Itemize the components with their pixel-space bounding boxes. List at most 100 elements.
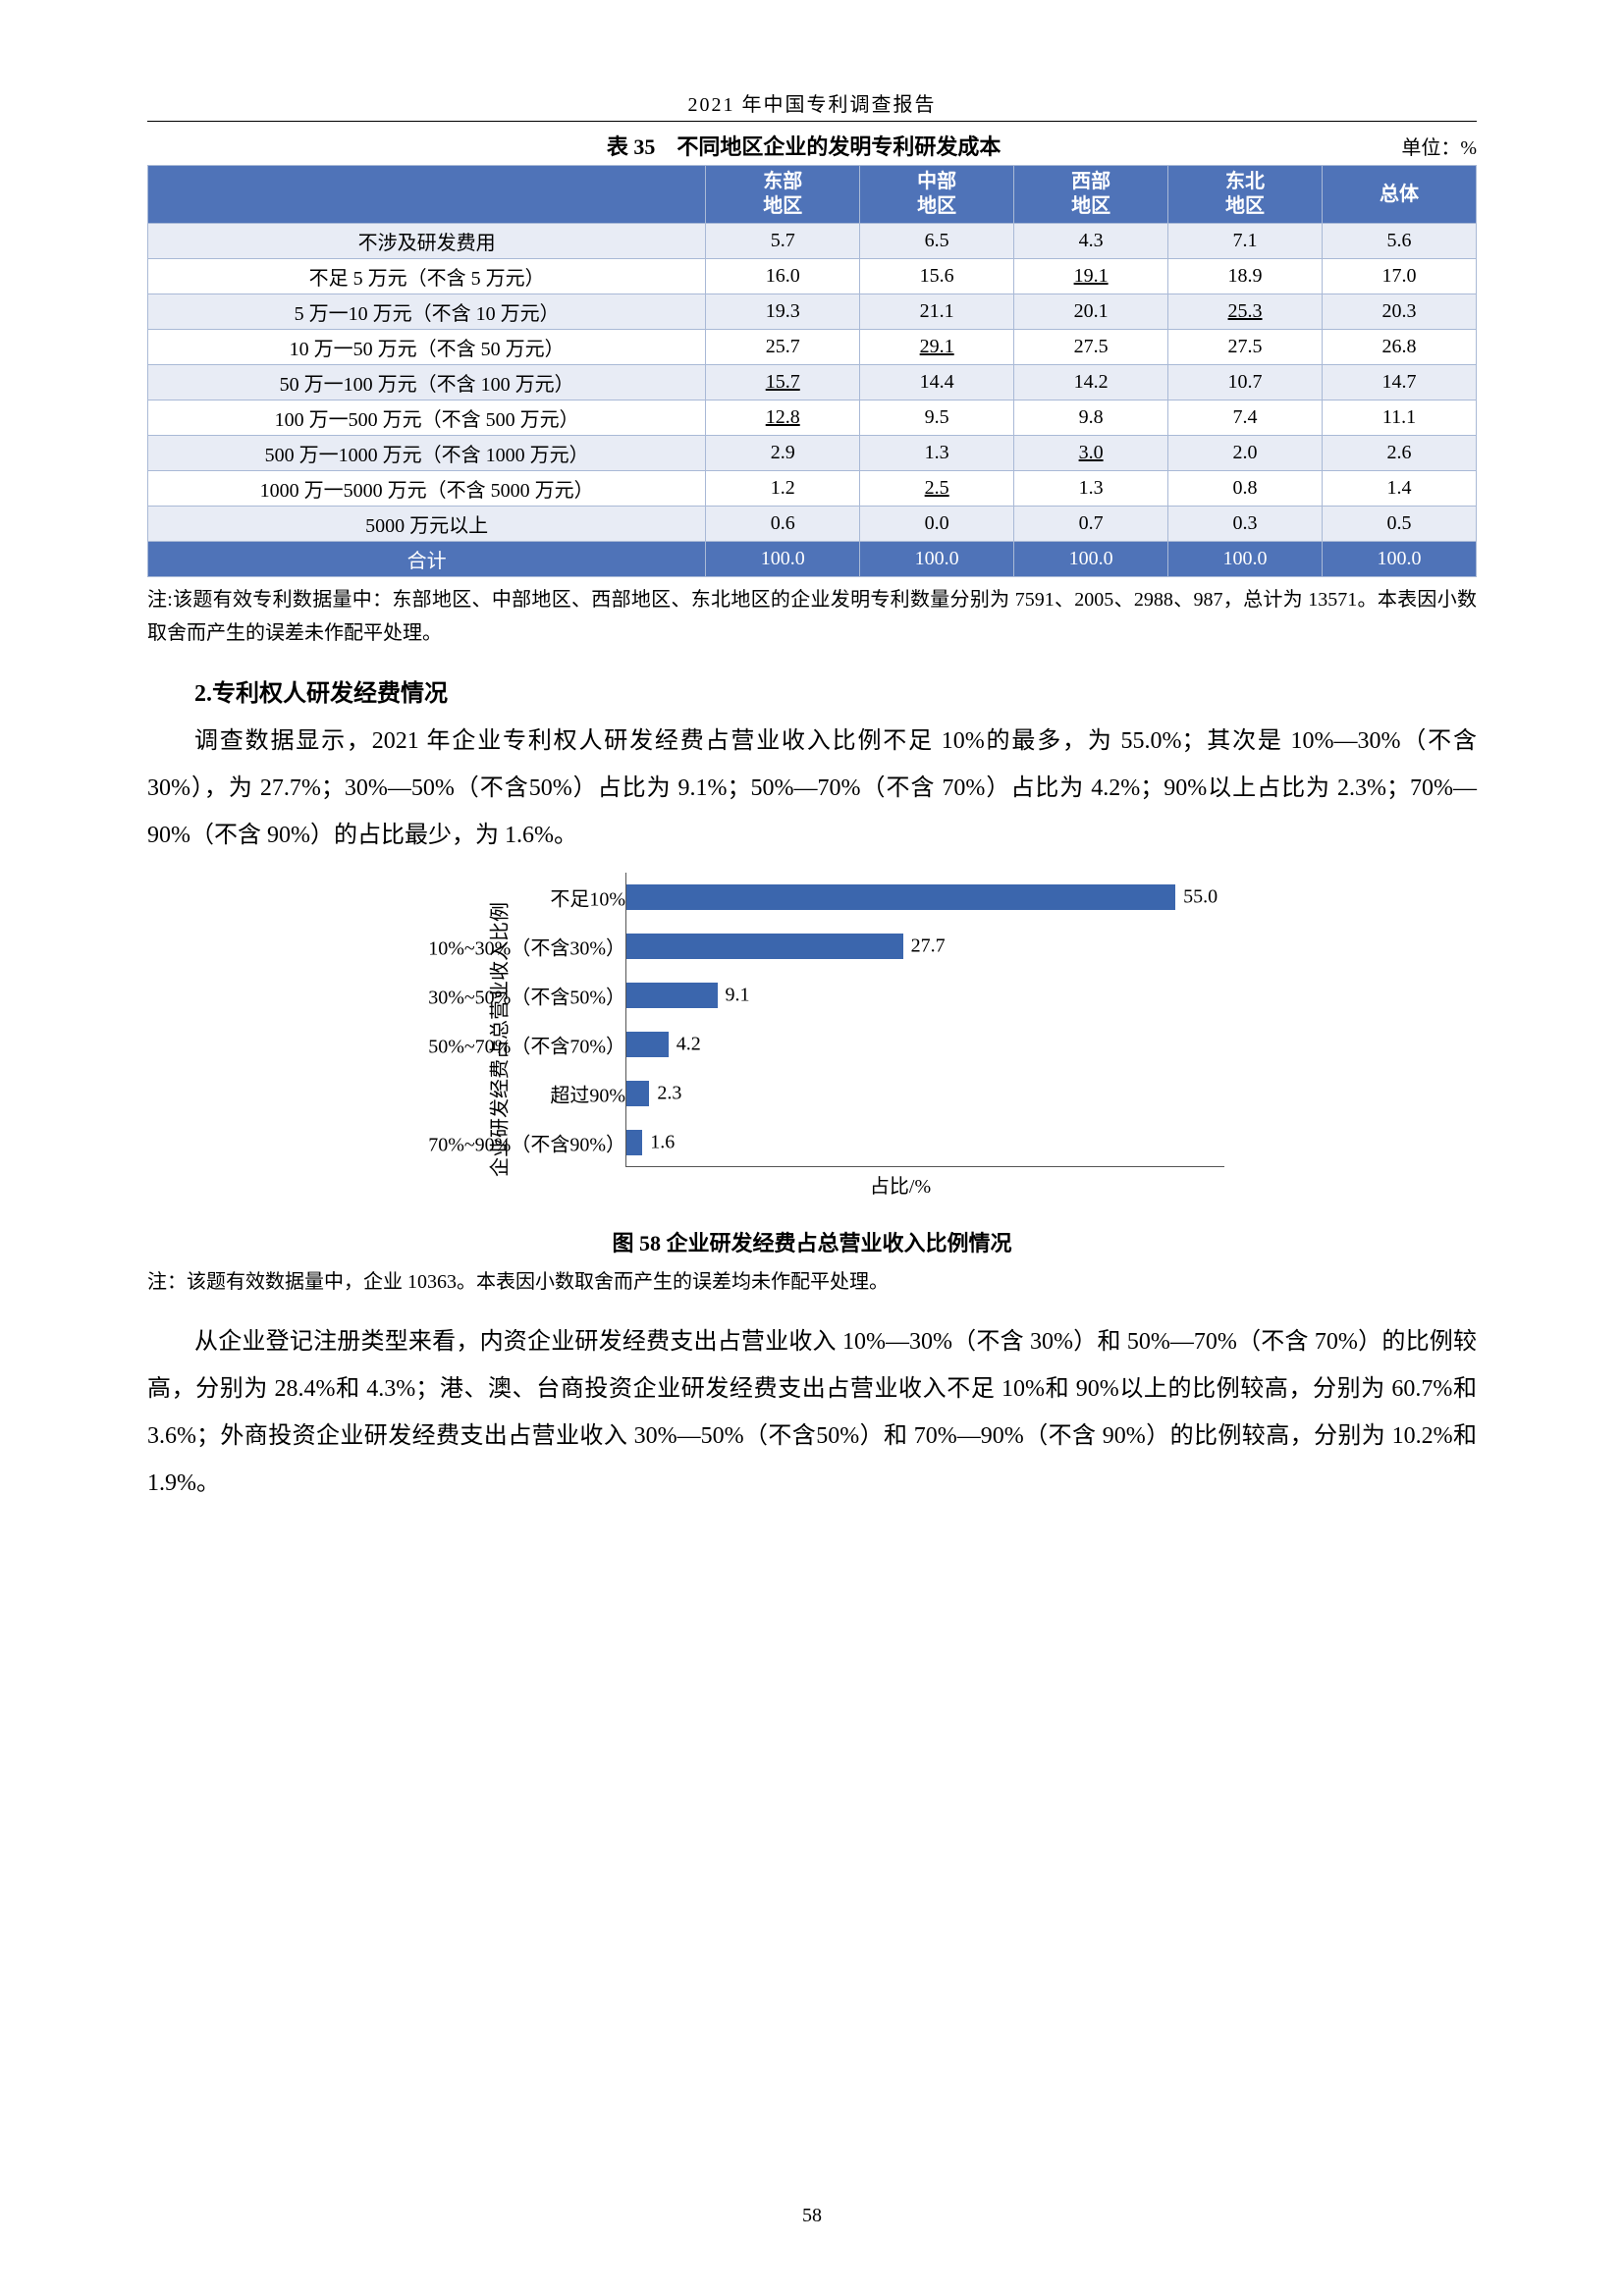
chart-value-label: 1.6 xyxy=(642,1132,675,1154)
table-note: 注:该题有效专利数据量中：东部地区、中部地区、西部地区、东北地区的企业发明专利数… xyxy=(147,583,1477,650)
table-row-label: 不足 5 万元（不含 5 万元） xyxy=(148,259,706,294)
table-total-label: 合计 xyxy=(148,542,706,577)
table-row-label: 50 万一100 万元（不含 100 万元） xyxy=(148,365,706,400)
table-cell: 25.3 xyxy=(1168,294,1323,330)
table-cell: 26.8 xyxy=(1323,330,1477,365)
table-cell: 1.4 xyxy=(1323,471,1477,507)
table-cell: 15.7 xyxy=(706,365,860,400)
chart-category-label: 50%~70%（不含70%） xyxy=(390,1031,625,1059)
table-cell: 2.5 xyxy=(860,471,1014,507)
table-cell: 27.5 xyxy=(1168,330,1323,365)
chart-value-label: 2.3 xyxy=(649,1083,681,1105)
table-row-label: 5 万一10 万元（不含 10 万元） xyxy=(148,294,706,330)
chart-bar xyxy=(626,1081,649,1106)
table-row-label: 5000 万元以上 xyxy=(148,507,706,542)
chart-category-label: 超过90% xyxy=(390,1080,625,1108)
table-cell: 1.2 xyxy=(706,471,860,507)
table-row-label: 1000 万一5000 万元（不含 5000 万元） xyxy=(148,471,706,507)
table-cell: 4.3 xyxy=(1014,224,1168,259)
table-total-cell: 100.0 xyxy=(1323,542,1477,577)
table-cell: 1.3 xyxy=(1014,471,1168,507)
table-cell: 0.7 xyxy=(1014,507,1168,542)
table-cell: 2.0 xyxy=(1168,436,1323,471)
table-row-label: 500 万一1000 万元（不含 1000 万元） xyxy=(148,436,706,471)
table-cell: 25.7 xyxy=(706,330,860,365)
table-35: 东部地区中部地区西部地区东北地区总体 不涉及研发费用5.76.54.37.15.… xyxy=(147,165,1477,577)
table-cell: 16.0 xyxy=(706,259,860,294)
chart-value-label: 27.7 xyxy=(903,935,946,958)
table-cell: 3.0 xyxy=(1014,436,1168,471)
table-cell: 12.8 xyxy=(706,400,860,436)
chart-bar xyxy=(626,884,1175,910)
table-number: 表 35 xyxy=(607,134,656,159)
table-cell: 5.7 xyxy=(706,224,860,259)
table-header: 中部地区 xyxy=(860,166,1014,224)
table-cell: 6.5 xyxy=(860,224,1014,259)
table-cell: 27.5 xyxy=(1014,330,1168,365)
table-cell: 0.3 xyxy=(1168,507,1323,542)
table-cell: 7.1 xyxy=(1168,224,1323,259)
table-cell: 19.3 xyxy=(706,294,860,330)
page-number: 58 xyxy=(0,2205,1624,2227)
table-header: 西部地区 xyxy=(1014,166,1168,224)
chart-category-label: 不足10% xyxy=(390,883,625,912)
chart-bar xyxy=(626,934,903,959)
chart-category-label: 70%~90%（不含90%） xyxy=(390,1129,625,1157)
doc-title: 2021 年中国专利调查报告 xyxy=(147,88,1477,117)
header-rule xyxy=(147,121,1477,122)
table-cell: 14.4 xyxy=(860,365,1014,400)
table-unit: 单位：% xyxy=(1401,132,1477,160)
table-cell: 15.6 xyxy=(860,259,1014,294)
table-title: 不同地区企业的发明专利研发成本 xyxy=(677,134,1001,159)
figure-58-chart: 企业研发经费占总营业收入比例 55.027.79.14.22.31.6 占比/%… xyxy=(370,873,1254,1206)
table-cell: 14.2 xyxy=(1014,365,1168,400)
table-cell: 0.6 xyxy=(706,507,860,542)
table-cell: 29.1 xyxy=(860,330,1014,365)
table-header: 东北地区 xyxy=(1168,166,1323,224)
figure-note: 注：该题有效数据量中，企业 10363。本表因小数取舍而产生的误差均未作配平处理… xyxy=(147,1265,1477,1299)
table-cell: 7.4 xyxy=(1168,400,1323,436)
table-cell: 0.8 xyxy=(1168,471,1323,507)
chart-value-label: 9.1 xyxy=(718,985,750,1007)
table-cell: 2.9 xyxy=(706,436,860,471)
table-header: 东部地区 xyxy=(706,166,860,224)
figure-caption: 图 58 企业研发经费占总营业收入比例情况 xyxy=(147,1226,1477,1257)
paragraph-2: 从企业登记注册类型来看，内资企业研发经费支出占营业收入 10%—30%（不含 3… xyxy=(147,1318,1477,1507)
paragraph-1: 调查数据显示，2021 年企业专利权人研发经费占营业收入比例不足 10%的最多，… xyxy=(147,718,1477,859)
chart-category-label: 30%~50%（不含50%） xyxy=(390,982,625,1010)
table-cell: 18.9 xyxy=(1168,259,1323,294)
table-cell: 0.0 xyxy=(860,507,1014,542)
chart-bar xyxy=(626,1130,642,1155)
chart-category-label: 10%~30%（不含30%） xyxy=(390,933,625,961)
table-cell: 11.1 xyxy=(1323,400,1477,436)
chart-value-label: 4.2 xyxy=(669,1034,701,1056)
table-cell: 5.6 xyxy=(1323,224,1477,259)
table-total-cell: 100.0 xyxy=(1014,542,1168,577)
table-cell: 0.5 xyxy=(1323,507,1477,542)
chart-value-label: 55.0 xyxy=(1175,886,1218,909)
table-cell: 2.6 xyxy=(1323,436,1477,471)
table-header xyxy=(148,166,706,224)
table-cell: 9.5 xyxy=(860,400,1014,436)
table-header: 总体 xyxy=(1323,166,1477,224)
table-cell: 20.1 xyxy=(1014,294,1168,330)
table-total-cell: 100.0 xyxy=(706,542,860,577)
table-row-label: 10 万一50 万元（不含 50 万元） xyxy=(148,330,706,365)
table-total-cell: 100.0 xyxy=(860,542,1014,577)
table-cell: 21.1 xyxy=(860,294,1014,330)
table-cell: 19.1 xyxy=(1014,259,1168,294)
chart-bar xyxy=(626,1032,669,1057)
chart-bar xyxy=(626,983,718,1008)
chart-xlabel: 占比/% xyxy=(870,1170,931,1199)
section-heading: 2.专利权人研发经费情况 xyxy=(147,673,1477,708)
table-cell: 14.7 xyxy=(1323,365,1477,400)
table-cell: 10.7 xyxy=(1168,365,1323,400)
table-total-cell: 100.0 xyxy=(1168,542,1323,577)
table-cell: 1.3 xyxy=(860,436,1014,471)
table-cell: 20.3 xyxy=(1323,294,1477,330)
table-cell: 9.8 xyxy=(1014,400,1168,436)
table-title-row: 表 35 不同地区企业的发明专利研发成本 单位：% xyxy=(147,130,1477,161)
table-row-label: 100 万一500 万元（不含 500 万元） xyxy=(148,400,706,436)
table-row-label: 不涉及研发费用 xyxy=(148,224,706,259)
table-cell: 17.0 xyxy=(1323,259,1477,294)
